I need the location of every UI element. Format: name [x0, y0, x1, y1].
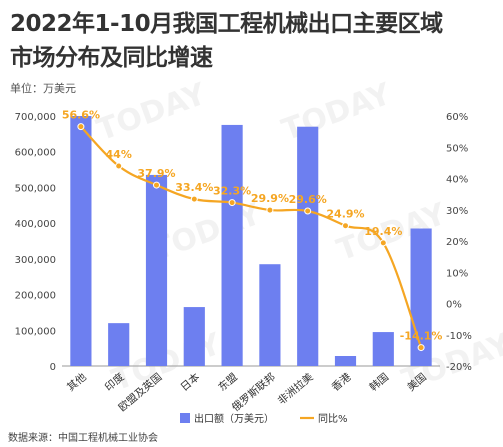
x-tick-label: 其他 — [64, 370, 89, 394]
line-point — [266, 206, 274, 214]
y-right-tick-label: 20% — [446, 237, 468, 248]
y-left-tick-label: 300,000 — [15, 255, 56, 266]
line-point — [77, 123, 85, 131]
x-tick-label: 印度 — [102, 370, 127, 394]
y-left-tick-label: 200,000 — [15, 291, 56, 302]
bar — [259, 264, 281, 366]
y-right-tick-label: 50% — [446, 143, 468, 154]
line-point — [417, 344, 425, 352]
x-tick-label: 美国 — [405, 370, 429, 393]
y-left-tick-label: 600,000 — [15, 148, 56, 159]
y-right-tick-label: 60% — [446, 112, 468, 123]
x-tick-label: 韩国 — [367, 370, 391, 393]
data-source: 数据来源：中国工程机械工业协会 — [8, 433, 158, 444]
data-label: 19.4% — [364, 225, 402, 238]
y-right-tick-label: -20% — [446, 362, 472, 373]
x-tick-label: 日本 — [178, 370, 203, 394]
bar — [70, 116, 92, 366]
y-left-tick-label: 500,000 — [15, 183, 56, 194]
bar — [334, 356, 357, 366]
x-tick-label: 香港 — [330, 371, 354, 394]
bar — [221, 124, 243, 366]
data-label: -14.1% — [400, 330, 443, 343]
y-left-tick-label: 100,000 — [15, 326, 56, 337]
line-point — [342, 222, 349, 230]
chart-title-line2: 市场分布及同比增速 — [10, 45, 213, 71]
data-label: 24.9% — [326, 208, 364, 221]
y-right-tick-label: 10% — [446, 268, 468, 279]
y-left-tick-label: 700,000 — [15, 112, 56, 123]
line-point — [190, 195, 198, 203]
y-right-tick-label: 30% — [446, 206, 468, 217]
line-point — [153, 181, 160, 189]
bar — [297, 126, 319, 366]
data-label: 33.4% — [175, 181, 213, 194]
line-point — [304, 207, 312, 215]
line-point — [379, 239, 387, 247]
y-right-tick-label: -10% — [446, 331, 472, 342]
line-point — [115, 162, 123, 170]
bar — [183, 307, 205, 366]
data-label: 44% — [106, 148, 132, 161]
bar — [108, 323, 130, 366]
chart-title-line1: 2022年1-10月我国工程机械出口主要区域 — [10, 11, 443, 37]
legend-label-line: 同比% — [318, 413, 348, 425]
data-label: 37.9% — [137, 167, 175, 180]
y-right-tick-label: 40% — [446, 175, 468, 186]
line-point — [228, 199, 236, 207]
x-tick-label: 东盟 — [216, 370, 241, 394]
data-label: 32.3% — [213, 185, 251, 198]
y-right-tick-label: 0% — [446, 300, 462, 311]
y-left-tick-label: 0 — [50, 362, 56, 373]
legend-swatch-bar — [180, 413, 190, 423]
bar — [372, 332, 394, 366]
bar — [145, 174, 168, 366]
legend-label-bar: 出口额（万美元） — [194, 412, 274, 425]
x-tick-label: 非洲拉美 — [275, 370, 316, 407]
unit-label: 单位：万美元 — [10, 82, 76, 95]
series-line-yoy — [80, 125, 423, 348]
data-label: 29.6% — [289, 193, 327, 206]
y-left-tick-label: 400,000 — [15, 219, 56, 230]
data-label: 29.9% — [251, 192, 289, 205]
data-label: 56.6% — [62, 109, 100, 122]
